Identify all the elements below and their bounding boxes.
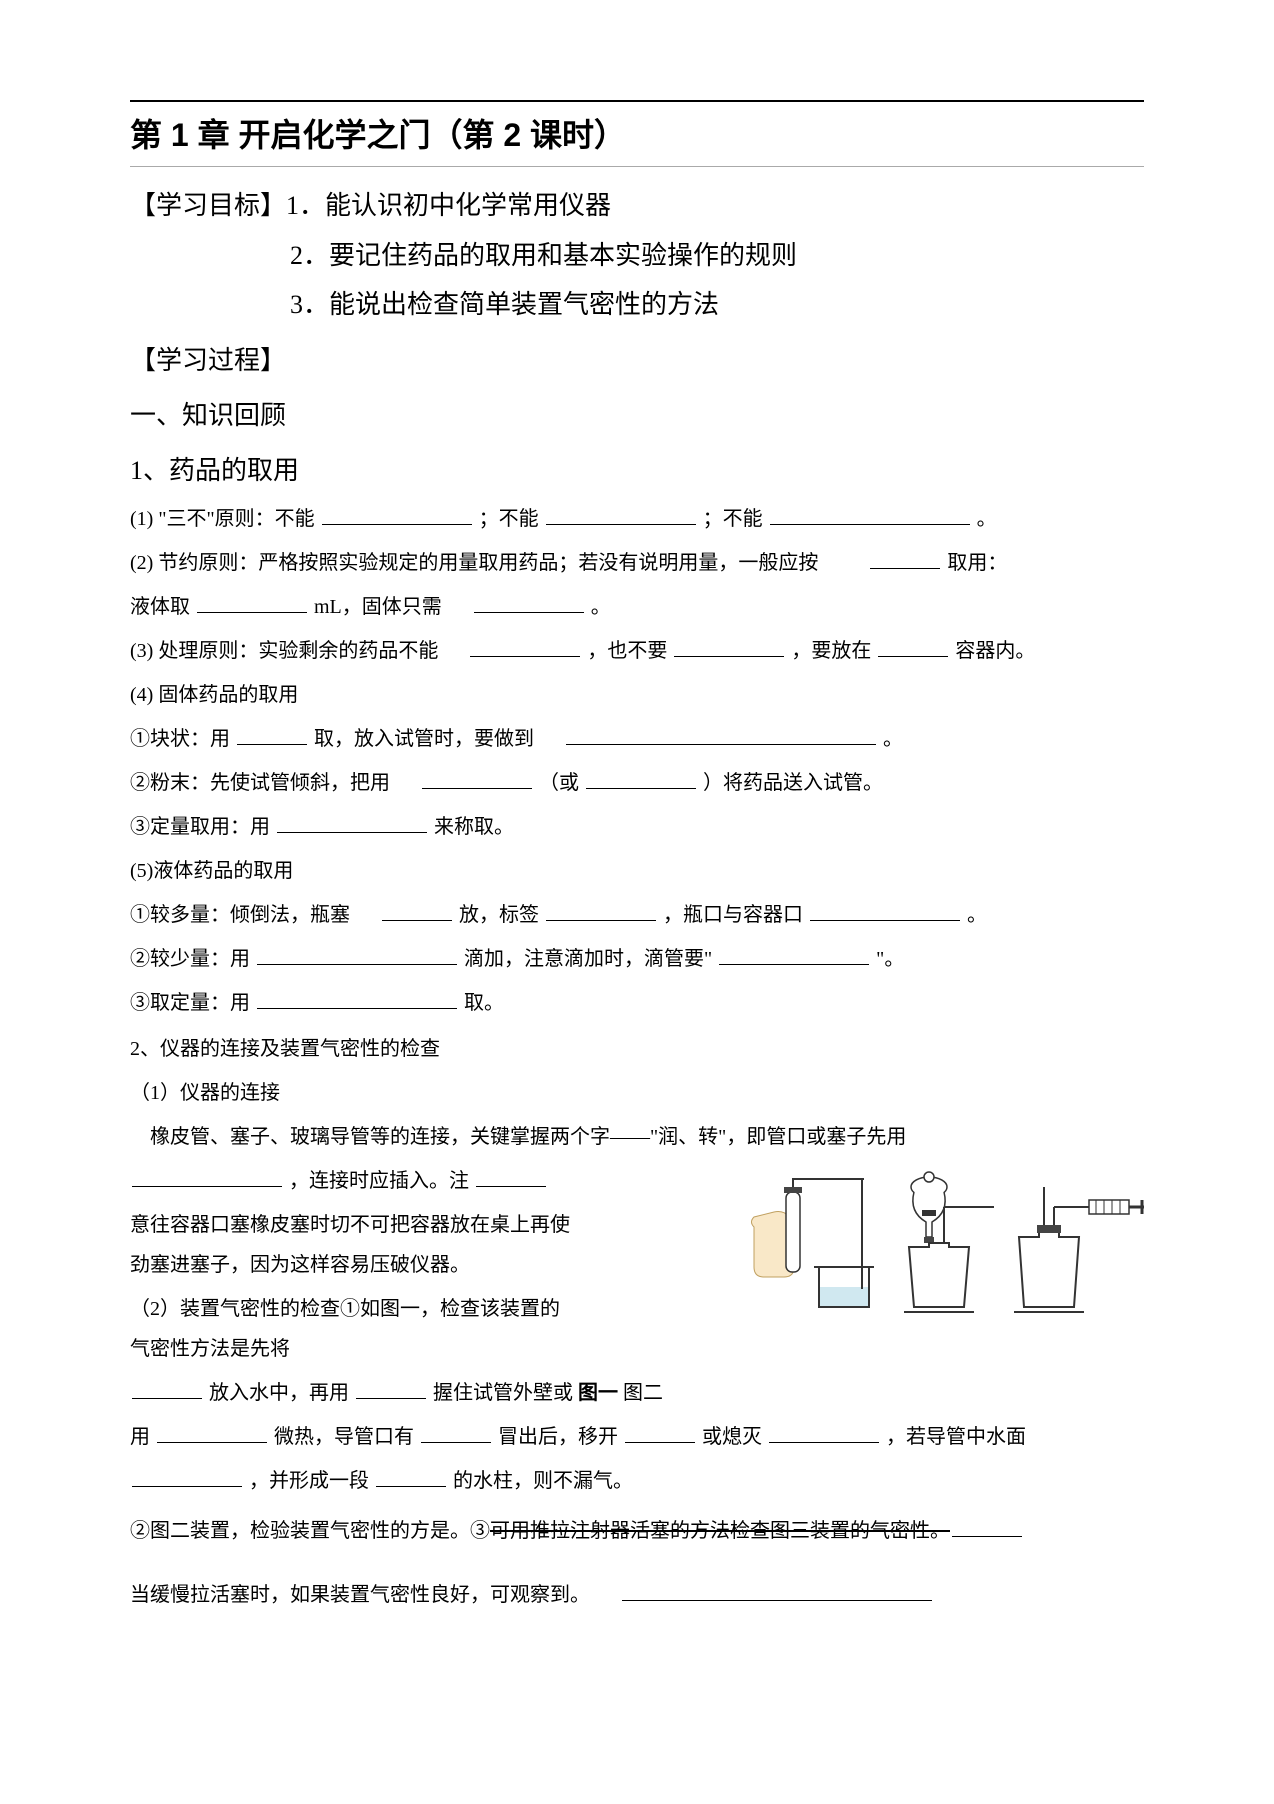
page-title: 第 1 章 开启化学之门（第 2 课时） xyxy=(130,110,1144,156)
s2-p3a: ②图二装置，检验装置气密性的方是。③ xyxy=(130,1520,490,1542)
s2-p2-1i: 的水柱，则不漏气。 xyxy=(453,1470,633,1492)
blank[interactable] xyxy=(878,637,948,657)
s1-p5-3b: 取。 xyxy=(464,992,504,1014)
s1-p2c: 液体取 xyxy=(130,596,190,618)
blank[interactable] xyxy=(322,505,472,525)
s1-p2b: 取用： xyxy=(947,552,1007,574)
s1-p5-2a: ②较少量：用 xyxy=(130,948,250,970)
blank[interactable] xyxy=(769,1423,879,1443)
blank[interactable] xyxy=(132,1167,282,1187)
s1-p4-1c: 。 xyxy=(883,728,903,750)
blank[interactable] xyxy=(770,505,970,525)
s1-p5-1b: 放，标签 xyxy=(459,904,539,926)
figure-2-icon xyxy=(884,1167,994,1317)
blank[interactable] xyxy=(546,901,656,921)
s1-p2a: (2) 节约原则：严格按照实验规定的用量取用药品；若没有说明用量，一般应按 xyxy=(130,552,818,574)
s1-p5: (5)液体药品的取用 xyxy=(130,851,1144,891)
figure-panel xyxy=(744,1167,1144,1317)
blank[interactable] xyxy=(810,901,960,921)
s1-p5-1a: ①较多量：倾倒法，瓶塞 xyxy=(130,904,350,926)
blank[interactable] xyxy=(382,901,452,921)
blank[interactable] xyxy=(257,989,457,1009)
blank[interactable] xyxy=(257,945,457,965)
s2-p1-1: 橡皮管、塞子、玻璃导管等的连接，关键掌握两个字——"润、转"，即管口或塞子先用 xyxy=(130,1117,1144,1157)
figure-1-icon xyxy=(744,1177,874,1317)
blank[interactable] xyxy=(132,1467,242,1487)
objective-1: 1．能认识初中化学常用仪器 xyxy=(286,191,611,220)
s1-p2d: mL，固体只需 xyxy=(314,596,442,618)
figure-3-icon xyxy=(1004,1167,1144,1317)
s1-p5-3a: ③取定量：用 xyxy=(130,992,250,1014)
s1-p3a: (3) 处理原则：实验剩余的药品不能 xyxy=(130,640,438,662)
blank[interactable] xyxy=(197,593,307,613)
blank[interactable] xyxy=(952,1517,1022,1537)
s1-p4-2b: （或 xyxy=(539,772,579,794)
s1-p4-3b: 来称取。 xyxy=(434,816,514,838)
review-label: 一、知识回顾 xyxy=(130,395,1144,432)
blank[interactable] xyxy=(157,1423,267,1443)
s1-p3c: ，要放在 xyxy=(791,640,871,662)
s1-p4-2c: ）将药品送入试管。 xyxy=(703,772,883,794)
blank[interactable] xyxy=(470,637,580,657)
objectives-label: 【学习目标】 xyxy=(130,191,286,220)
objective-3: 3．能说出检查简单装置气密性的方法 xyxy=(290,290,719,319)
s1-p1a: (1) "三不"原则：不能 xyxy=(130,508,315,530)
s1-p1b: ；不能 xyxy=(479,508,539,530)
s1-p4-3a: ③定量取用：用 xyxy=(130,816,270,838)
s2-p1-2a: ，连接时应插入。注 xyxy=(289,1170,469,1192)
blank[interactable] xyxy=(566,725,876,745)
s2-p2-1g: ，若导管中水面 xyxy=(886,1426,1026,1448)
blank[interactable] xyxy=(622,1581,932,1601)
objective-2: 2．要记住药品的取用和基本实验操作的规则 xyxy=(290,241,797,270)
blank[interactable] xyxy=(422,769,532,789)
s1-p4-2a: ②粉末：先使试管倾斜，把用 xyxy=(130,772,390,794)
s2-p2-1b: 握住试管外壁或 xyxy=(433,1382,573,1404)
caption-fig1: 图一 xyxy=(578,1382,618,1404)
section2-head: 2、仪器的连接及装置气密性的检查 xyxy=(130,1029,1144,1069)
blank[interactable] xyxy=(476,1167,546,1187)
s2-p3b: 可用推拉注射器活塞的方法检查图三装置的气密性。 xyxy=(490,1520,950,1542)
s1-p5-2c: "。 xyxy=(876,948,904,970)
s1-p5-1d: 。 xyxy=(967,904,987,926)
s1-p2e: 。 xyxy=(591,596,611,618)
blank[interactable] xyxy=(237,725,307,745)
blank[interactable] xyxy=(546,505,696,525)
s2-p2-1e: 冒出后，移开 xyxy=(498,1426,618,1448)
s1-p4-1a: ①块状：用 xyxy=(130,728,230,750)
process-label: 【学习过程】 xyxy=(130,340,1144,377)
s1-p4: (4) 固体药品的取用 xyxy=(130,675,1144,715)
blank[interactable] xyxy=(277,813,427,833)
s2-p1-2b: 意往容器口塞橡皮塞时切不可把容器放在桌上再使劲塞进塞子，因为这样容易压破仪器。 xyxy=(130,1205,570,1285)
blank[interactable] xyxy=(376,1467,446,1487)
s1-p5-2b: 滴加，注意滴加时，滴管要" xyxy=(464,948,712,970)
blank[interactable] xyxy=(132,1379,202,1399)
section1-head: 1、药品的取用 xyxy=(130,450,1144,487)
s1-p4-1b: 取，放入试管时，要做到 xyxy=(314,728,534,750)
blank[interactable] xyxy=(719,945,869,965)
s2-p2-1h: ，并形成一段 xyxy=(249,1470,369,1492)
blank[interactable] xyxy=(674,637,784,657)
s1-p3b: ，也不要 xyxy=(587,640,667,662)
s1-p5-1c: ，瓶口与容器口 xyxy=(663,904,803,926)
s2-p4: 当缓慢拉活塞时，如果装置气密性良好，可观察到。 xyxy=(130,1584,590,1606)
caption-fig2: 图二 xyxy=(623,1382,663,1404)
s1-p1d: 。 xyxy=(977,508,997,530)
s2-p2-1c: 用 xyxy=(130,1426,150,1448)
s1-p3d: 容器内。 xyxy=(955,640,1035,662)
blank[interactable] xyxy=(356,1379,426,1399)
blank[interactable] xyxy=(870,549,940,569)
s2-p2-1a: 放入水中，再用 xyxy=(209,1382,349,1404)
blank[interactable] xyxy=(625,1423,695,1443)
s2-p1: （1）仪器的连接 xyxy=(130,1073,1144,1113)
s2-p2-1d: 微热，导管口有 xyxy=(274,1426,414,1448)
blank[interactable] xyxy=(421,1423,491,1443)
blank[interactable] xyxy=(474,593,584,613)
s2-p2: （2）装置气密性的检查①如图一，检查该装置的气密性方法是先将 xyxy=(130,1289,570,1369)
s2-p2-1f: 或熄灭 xyxy=(702,1426,762,1448)
s1-p1c: ；不能 xyxy=(703,508,763,530)
blank[interactable] xyxy=(586,769,696,789)
